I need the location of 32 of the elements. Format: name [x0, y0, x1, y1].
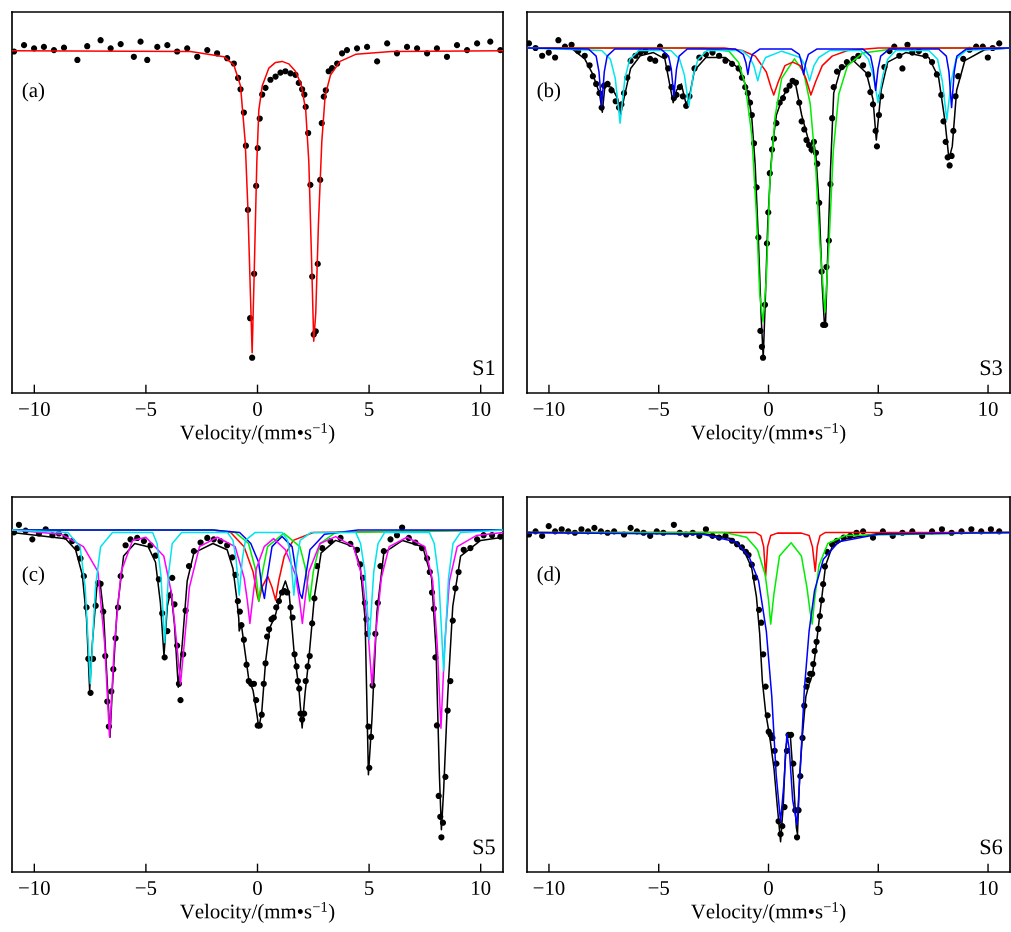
- x-axis-title: Velocity/(mm•s$^{−1}$): [180, 902, 335, 923]
- x-tick-label: 10: [979, 880, 998, 895]
- annotation: (b): [537, 82, 561, 102]
- x-tick-label: 0: [253, 401, 262, 416]
- x-axis-title: Velocity/(mm•s$^{−1}$): [180, 423, 335, 444]
- annotation: S6: [980, 839, 1003, 855]
- annotation: S3: [980, 360, 1002, 376]
- x-tick-label: 10: [472, 880, 491, 895]
- x-tick-label: 0: [253, 880, 262, 895]
- x-tick-label: 10: [979, 401, 998, 416]
- annotation: (c): [22, 566, 45, 586]
- x-tick-label: 5: [874, 402, 883, 416]
- x-tick-label: −5: [648, 881, 669, 895]
- x-tick-label: −10: [533, 401, 565, 416]
- x-tick-label: 5: [874, 881, 883, 895]
- annotation: S1: [473, 360, 495, 376]
- x-tick-label: 5: [365, 402, 374, 416]
- annotation: (d): [537, 566, 561, 586]
- x-tick-label: −10: [19, 401, 50, 416]
- x-tick-label: −10: [533, 880, 565, 895]
- x-tick-label: 10: [472, 401, 491, 416]
- x-tick-label: 0: [764, 880, 773, 895]
- x-tick-label: 5: [365, 881, 374, 895]
- x-tick-label: 0: [764, 401, 773, 416]
- x-axis-title: Velocity/(mm•s$^{−1}$): [691, 423, 846, 444]
- annotation: S5: [473, 839, 495, 855]
- annotation: (a): [22, 82, 45, 102]
- x-tick-label: −10: [19, 880, 50, 895]
- x-tick-label: −5: [648, 402, 669, 416]
- x-axis-title: Velocity/(mm•s$^{−1}$): [691, 902, 846, 923]
- x-tick-label: −5: [135, 402, 157, 416]
- x-tick-label: −5: [135, 881, 157, 895]
